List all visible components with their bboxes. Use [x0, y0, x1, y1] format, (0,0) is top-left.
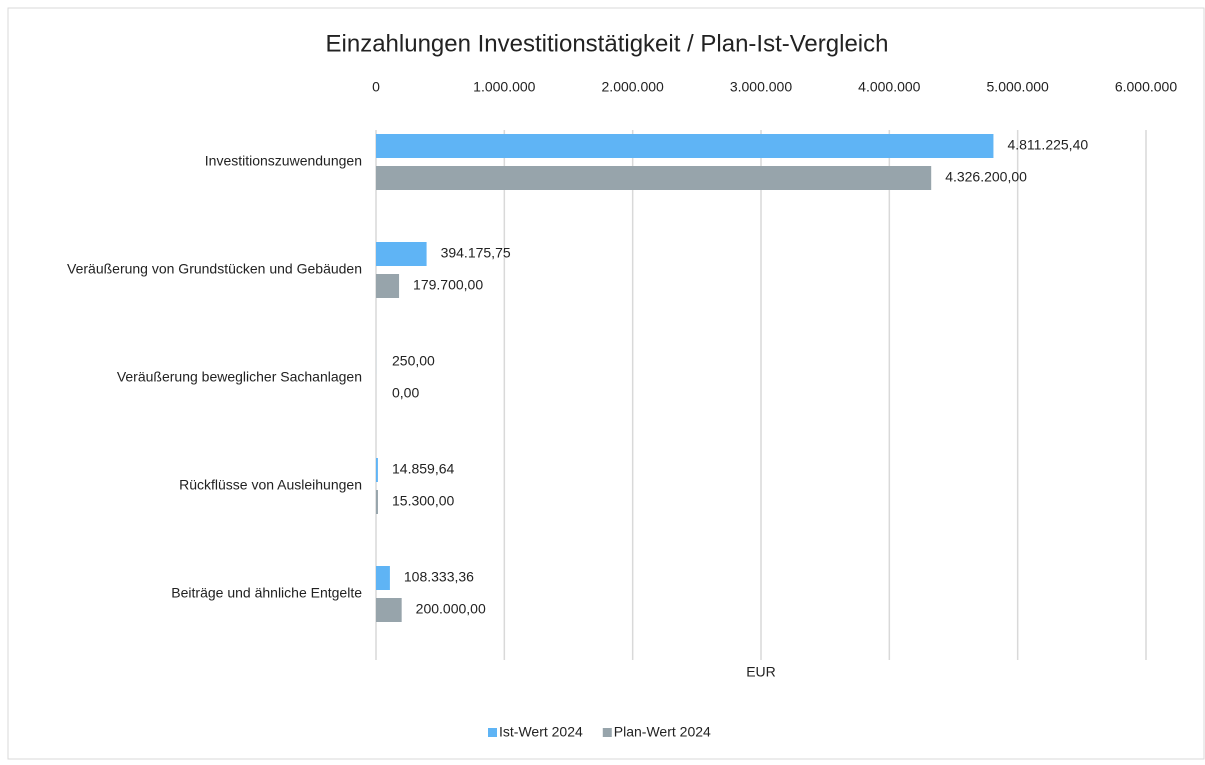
bar [376, 598, 402, 622]
data-label: 4.811.225,40 [1007, 137, 1088, 153]
data-label: 108.333,36 [404, 569, 474, 585]
data-label: 0,00 [392, 385, 419, 401]
y-tick-label: Veräußerung von Grundstücken und Gebäude… [67, 261, 362, 277]
y-tick-label: Investitionszuwendungen [205, 153, 362, 169]
x-axis-label: EUR [746, 664, 776, 680]
x-tick-label: 0 [372, 79, 380, 95]
x-tick-label: 6.000.000 [1115, 79, 1177, 95]
x-tick-label: 5.000.000 [987, 79, 1049, 95]
x-tick-label: 3.000.000 [730, 79, 792, 95]
y-tick-label: Rückflüsse von Ausleihungen [179, 477, 362, 493]
legend-label: Plan-Wert 2024 [614, 724, 711, 740]
bar [376, 566, 390, 590]
y-tick-label: Beiträge und ähnliche Entgelte [171, 585, 362, 601]
x-tick-label: 2.000.000 [602, 79, 664, 95]
legend-swatch [603, 728, 612, 737]
bar [376, 134, 993, 158]
bar [376, 490, 378, 514]
data-label: 15.300,00 [392, 493, 454, 509]
legend-label: Ist-Wert 2024 [499, 724, 583, 740]
x-tick-label: 4.000.000 [858, 79, 920, 95]
data-label: 200.000,00 [416, 601, 486, 617]
data-label: 4.326.200,00 [945, 169, 1027, 185]
bar [376, 458, 378, 482]
data-label: 14.859,64 [392, 461, 454, 477]
y-tick-label: Veräußerung beweglicher Sachanlagen [117, 369, 362, 385]
chart-title: Einzahlungen Investitionstätigkeit / Pla… [326, 30, 889, 57]
bar [376, 242, 427, 266]
bar [376, 166, 931, 190]
data-label: 250,00 [392, 353, 435, 369]
data-label: 179.700,00 [413, 277, 483, 293]
bar [376, 274, 399, 298]
legend-swatch [488, 728, 497, 737]
x-tick-label: 1.000.000 [473, 79, 535, 95]
data-label: 394.175,75 [441, 245, 511, 261]
